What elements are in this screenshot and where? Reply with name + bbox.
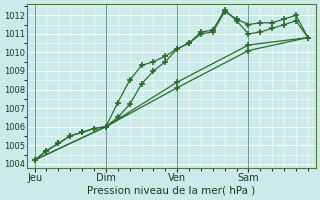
- X-axis label: Pression niveau de la mer( hPa ): Pression niveau de la mer( hPa ): [87, 186, 255, 196]
